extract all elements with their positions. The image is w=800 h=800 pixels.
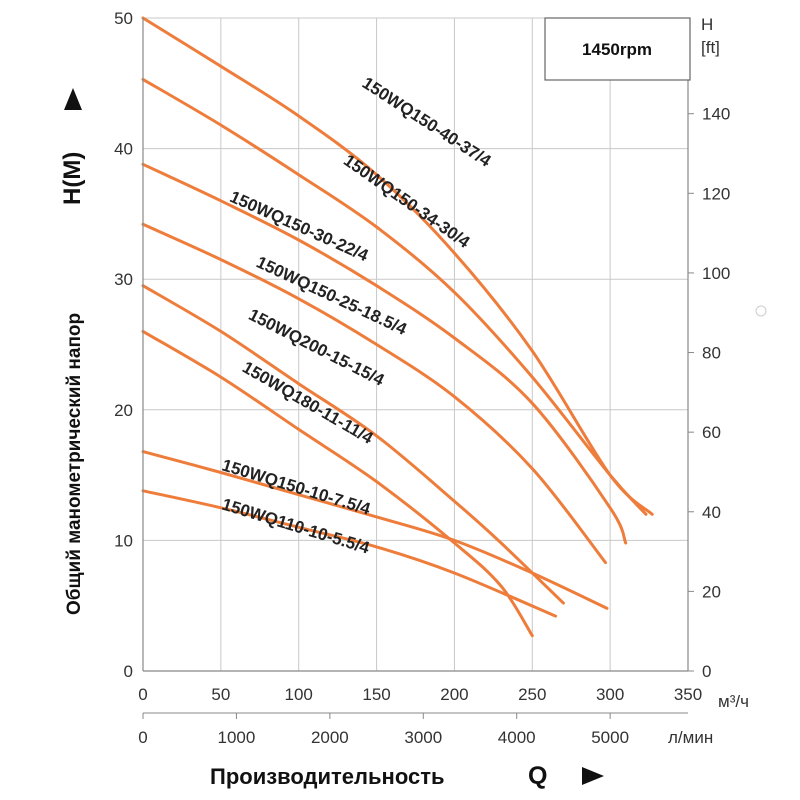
axes: 0 10 20 30 40 50 0 20 40 60 80 100 120 140 0 50 100 150 20…: [114, 9, 730, 747]
pump-curve-line: [141, 77, 648, 516]
y-axis-symbol: H(M): [59, 152, 86, 205]
right-axis-label-h: H: [701, 15, 713, 34]
x-tick-label-secondary: 3000: [404, 728, 442, 747]
curve-label: 150WQ150-34-30/4: [340, 151, 474, 253]
right-tick-label: 20: [702, 582, 721, 601]
pump-curve-line: [141, 162, 628, 545]
y-tick-label: 0: [124, 662, 133, 681]
pump-curve-line: [141, 489, 558, 618]
x-tick-label-secondary: 1000: [218, 728, 256, 747]
y-tick-label: 30: [114, 270, 133, 289]
x-unit-primary: м³/ч: [718, 692, 749, 711]
x-tick-label-secondary: 5000: [591, 728, 629, 747]
x-axis-symbol: Q: [528, 762, 547, 790]
speed-label: 1450rpm: [582, 40, 652, 59]
x-tick-label: 250: [518, 685, 546, 704]
curve-label: 150WQ150-30-22/4: [227, 187, 372, 265]
y-axis-title: Общий манометрический напор H(M): [59, 88, 86, 615]
pump-curve-line: [141, 284, 565, 605]
x-axis-arrow-icon: [582, 767, 604, 785]
x-axis-title: Производительность Q: [210, 762, 604, 790]
curve-labels: 150WQ150-40-37/4150WQ150-34-30/4150WQ150…: [220, 73, 495, 557]
right-axis-label-ft: [ft]: [701, 38, 720, 57]
x-tick-label: 300: [596, 685, 624, 704]
speed-box: [544, 17, 691, 81]
y-tick-label: 40: [114, 140, 133, 159]
right-tick-label: 80: [702, 344, 721, 363]
edge-circle-icon: [755, 305, 767, 317]
pump-curve-line: [141, 16, 654, 516]
x-tick-label: 0: [138, 685, 147, 704]
pump-curve-line: [141, 329, 534, 638]
x-tick-label-secondary: 4000: [498, 728, 536, 747]
x-axis-label: Производительность: [210, 764, 445, 789]
y-tick-label: 20: [114, 401, 133, 420]
y-tick-label: 50: [114, 9, 133, 28]
x-tick-label-secondary: 0: [138, 728, 147, 747]
pump-curve-line: [141, 450, 609, 610]
x-tick-label: 350: [674, 685, 702, 704]
x-tick-label: 100: [285, 685, 313, 704]
x-tick-label: 200: [440, 685, 468, 704]
y-axis-label: Общий манометрический напор: [64, 313, 85, 615]
right-tick-label: 40: [702, 503, 721, 522]
x-tick-label: 150: [362, 685, 390, 704]
right-tick-label: 60: [702, 423, 721, 442]
curve-label: 150WQ150-40-37/4: [359, 73, 495, 171]
x-tick-label: 50: [211, 685, 230, 704]
right-tick-label: 120: [702, 184, 730, 203]
pump-curves: [141, 16, 654, 638]
right-tick-label: 140: [702, 105, 730, 124]
right-tick-label: 100: [702, 264, 730, 283]
right-tick-label: 0: [702, 662, 711, 681]
y-tick-label: 10: [114, 531, 133, 550]
x-tick-label-secondary: 2000: [311, 728, 349, 747]
y-axis-arrow-icon: [64, 88, 82, 110]
pump-curve-line: [141, 222, 607, 565]
x-unit-secondary: л/мин: [668, 728, 713, 747]
